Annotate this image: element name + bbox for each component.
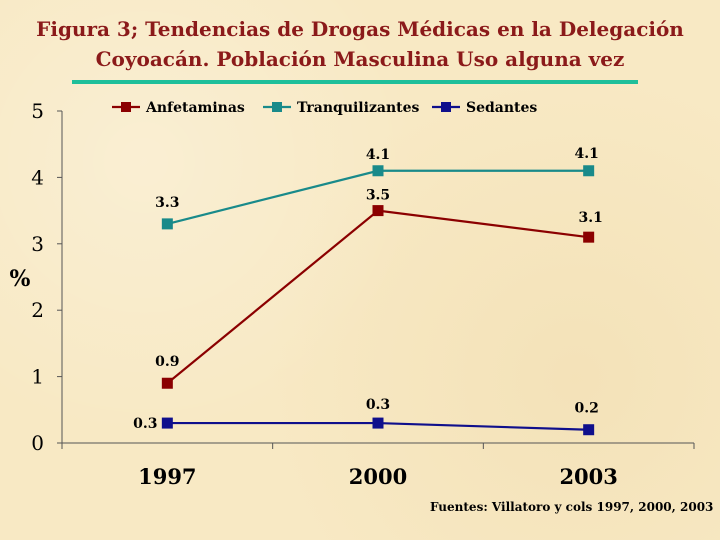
y-tick-label: 1 bbox=[31, 365, 44, 389]
legend-label-tranquilizantes: Tranquilizantes bbox=[297, 100, 420, 116]
title-underline bbox=[72, 80, 638, 84]
data-point-anfetaminas bbox=[583, 231, 595, 243]
source-note: Fuentes: Villatoro y cols 1997, 2000, 20… bbox=[430, 500, 714, 514]
x-tick-label: 2003 bbox=[559, 464, 617, 489]
chart-title: Figura 3; Tendencias de Drogas Médicas e… bbox=[0, 14, 720, 74]
data-label-anfetaminas: 3.5 bbox=[366, 188, 390, 204]
data-label-tranquilizantes: 4.1 bbox=[574, 146, 598, 162]
x-tick-label: 1997 bbox=[138, 464, 196, 489]
y-tick-label: 4 bbox=[31, 165, 44, 189]
legend-marker-tranquilizantes bbox=[272, 102, 282, 112]
title-line-1: Figura 3; Tendencias de Drogas Médicas e… bbox=[36, 17, 684, 41]
data-label-anfetaminas: 3.1 bbox=[578, 210, 602, 226]
data-label-tranquilizantes: 3.3 bbox=[155, 195, 179, 211]
data-point-tranquilizantes bbox=[161, 218, 173, 230]
legend-label-sedantes: Sedantes bbox=[466, 100, 537, 116]
data-label-sedantes: 0.2 bbox=[574, 401, 598, 417]
x-tick-label: 2000 bbox=[349, 464, 407, 489]
y-tick-label: 2 bbox=[31, 298, 44, 322]
title-line-2: Coyoacán. Población Masculina Uso alguna… bbox=[95, 47, 625, 71]
legend-marker-sedantes bbox=[441, 102, 451, 112]
data-point-sedantes bbox=[583, 424, 595, 436]
data-point-anfetaminas bbox=[161, 377, 173, 389]
data-point-tranquilizantes bbox=[583, 165, 595, 177]
data-label-sedantes: 0.3 bbox=[133, 416, 157, 432]
data-label-sedantes: 0.3 bbox=[366, 397, 390, 413]
legend-marker-anfetaminas bbox=[121, 102, 131, 112]
data-point-tranquilizantes bbox=[372, 165, 384, 177]
y-tick-label: 3 bbox=[31, 232, 44, 256]
y-axis-label: % bbox=[10, 266, 31, 292]
data-point-anfetaminas bbox=[372, 205, 384, 217]
data-point-sedantes bbox=[372, 417, 384, 429]
series-line-anfetaminas bbox=[166, 209, 589, 385]
data-label-tranquilizantes: 4.1 bbox=[366, 147, 390, 163]
y-tick-label: 5 bbox=[31, 99, 44, 123]
data-point-sedantes bbox=[161, 417, 173, 429]
data-label-anfetaminas: 0.9 bbox=[155, 354, 179, 370]
legend-label-anfetaminas: Anfetaminas bbox=[145, 100, 245, 116]
y-tick-label: 0 bbox=[31, 431, 44, 455]
